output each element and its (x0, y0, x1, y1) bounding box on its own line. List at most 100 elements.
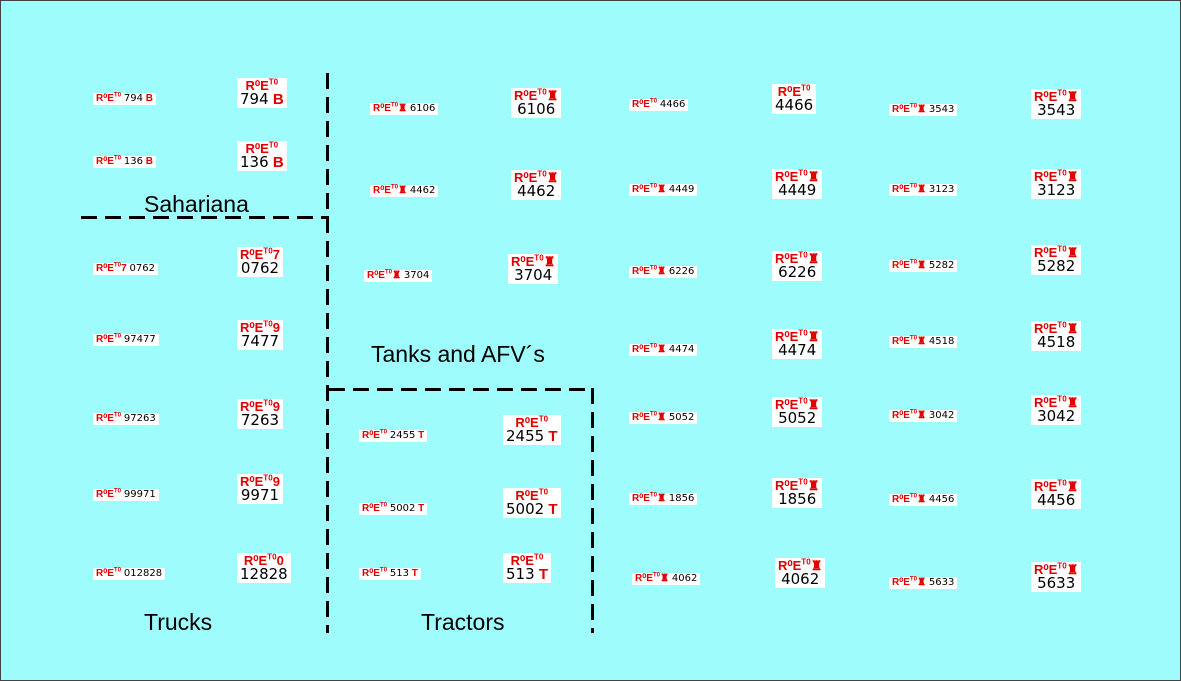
decal-prefix: R⁰ET0♜ (1034, 168, 1079, 184)
decal-suffix: T (538, 566, 548, 583)
decal-prefix-sup: T0 (798, 477, 808, 487)
decal-prefix-sup: T0 (538, 487, 549, 497)
decal-number: 3123 (1037, 181, 1076, 199)
decal-prefix: R⁰ET0♜ (1034, 478, 1079, 494)
decal-number: 012828 (123, 568, 163, 579)
decal-number: 4474 (778, 341, 817, 359)
decal-small: R⁰ET0 97263 (93, 411, 159, 425)
decal-small: R⁰ET0 99971 (93, 487, 159, 501)
decal-sign: ♜ (917, 336, 927, 347)
decal-number: 3123 (928, 184, 955, 195)
decal-prefix-sup: T0 (263, 473, 273, 483)
decal-number: 0762 (240, 259, 280, 277)
decal-prefix-sup: T0 (1057, 561, 1067, 571)
decal-prefix-sup: T0 (113, 91, 122, 99)
decal-prefix: R⁰ET0♜ (892, 492, 927, 505)
decal-large: R⁰ET0♜ 5052 (772, 397, 823, 427)
decal-small: R⁰ET0 4466 (629, 97, 689, 111)
decal-prefix: R⁰ET0 (96, 411, 122, 424)
decal-number: 4466 (659, 99, 686, 110)
decal-number: 794 (123, 93, 144, 104)
decal-prefix-sup: T0 (390, 101, 399, 109)
decal-sign: ♜ (657, 412, 667, 423)
decal-number: 7477 (240, 332, 280, 350)
decal-prefix-sup: T0 (537, 87, 547, 97)
decal-number: 6226 (778, 263, 817, 281)
decal-prefix: R⁰ET0 (245, 77, 279, 93)
decal-number: 4518 (1037, 333, 1076, 351)
decal-number: 2455 (506, 427, 545, 445)
decal-number: 5633 (928, 577, 955, 588)
decal-suffix: B (145, 156, 154, 167)
decal-suffix: T (548, 501, 558, 518)
decal-prefix-sup: T0 (113, 411, 122, 419)
decal-prefix: R⁰ET0♜ (775, 250, 820, 266)
decal-number: 4456 (1037, 491, 1076, 509)
decal-prefix: R⁰ET0♜ (892, 408, 927, 421)
decal-prefix-sup: T0 (649, 264, 658, 272)
decal-prefix-sup: T0 (649, 491, 658, 499)
decal-prefix: R⁰ET09 (240, 398, 280, 414)
decal-prefix: R⁰ET0 (362, 428, 388, 441)
decal-prefix: R⁰ET0 (515, 487, 549, 503)
decal-prefix: R⁰ET0♜ (892, 334, 927, 347)
decal-small: R⁰ET0♜ 3123 (889, 183, 958, 196)
decal-prefix: R⁰ET0♜ (632, 182, 667, 195)
decal-prefix: R⁰ET0 (96, 487, 122, 500)
decal-prefix-sup: T0 (268, 77, 279, 87)
decal-small: R⁰ET0 012828 (93, 567, 166, 580)
decal-prefix-sup: T0 (1057, 168, 1067, 178)
decal-large: R⁰ET0♜ 5633 (1031, 561, 1082, 592)
decal-large: R⁰ET0 136 B (237, 141, 287, 171)
label-trucks: Trucks (144, 609, 213, 635)
decal-prefix: R⁰ET0 (362, 566, 388, 579)
decal-number: 4456 (928, 494, 955, 505)
decal-prefix: R⁰ET0 (362, 501, 388, 514)
decal-number: 7263 (240, 411, 280, 429)
decal-prefix: R⁰ET0♜ (511, 253, 556, 269)
decal-small: R⁰ET0♜ 3704 (364, 269, 433, 282)
decal-prefix: R⁰ET0 (96, 91, 122, 104)
decal-small: R⁰ET07 0762 (93, 261, 158, 275)
decal-sign: 7 (272, 247, 280, 262)
decal-prefix: R⁰ET0 (777, 83, 811, 99)
decal-sign: ♜ (1066, 169, 1079, 184)
decal-sign: ♜ (1066, 321, 1079, 336)
decal-large: R⁰ET0♜ 4518 (1031, 321, 1082, 351)
decal-number: 12828 (240, 565, 288, 583)
decal-number: 6226 (668, 266, 695, 277)
decal-prefix-sup: T0 (649, 97, 658, 105)
decal-number: 6106 (409, 103, 436, 114)
decal-small: R⁰ET0♜ 4062 (632, 571, 701, 585)
decal-large: R⁰ET0♜ 4062 (775, 558, 826, 588)
decal-large: R⁰ET0 794 B (237, 78, 287, 108)
decal-large: R⁰ET0 2455 T (503, 415, 561, 445)
decal-prefix-sup: T0 (538, 414, 549, 424)
decal-sign: ♜ (398, 103, 408, 114)
decal-sign: ♜ (917, 260, 927, 271)
decal-number: 5633 (1037, 574, 1076, 592)
decal-suffix: T (418, 430, 425, 441)
decal-sign: ♜ (917, 577, 927, 588)
decal-prefix-sup: T0 (537, 169, 547, 179)
decal-prefix: R⁰ET0♜ (892, 575, 927, 588)
decal-prefix-sup: T0 (909, 334, 918, 342)
decal-prefix: R⁰ET07 (96, 261, 127, 274)
decal-number: 136 (123, 156, 144, 167)
decal-prefix-sup: T0 (533, 552, 544, 562)
decal-prefix: R⁰ET0♜ (1034, 561, 1079, 577)
decal-prefix: R⁰ET0♜ (373, 183, 408, 196)
decal-number: 0762 (129, 263, 155, 274)
decal-sign: 0 (276, 553, 284, 568)
decal-prefix: R⁰ET07 (240, 246, 280, 262)
decal-suffix: B (272, 91, 284, 108)
decal-prefix-sup: T0 (1057, 394, 1067, 404)
decal-sign: 7 (121, 263, 127, 274)
decal-number: 4062 (671, 573, 698, 584)
decal-prefix: R⁰ET0♜ (1034, 88, 1079, 104)
decal-prefix-sup: T0 (652, 571, 661, 579)
decal-sign: ♜ (392, 270, 402, 281)
label-tractors: Tractors (421, 609, 505, 635)
decal-prefix-sup: T0 (390, 183, 399, 191)
decal-prefix-sup: T0 (909, 492, 918, 500)
